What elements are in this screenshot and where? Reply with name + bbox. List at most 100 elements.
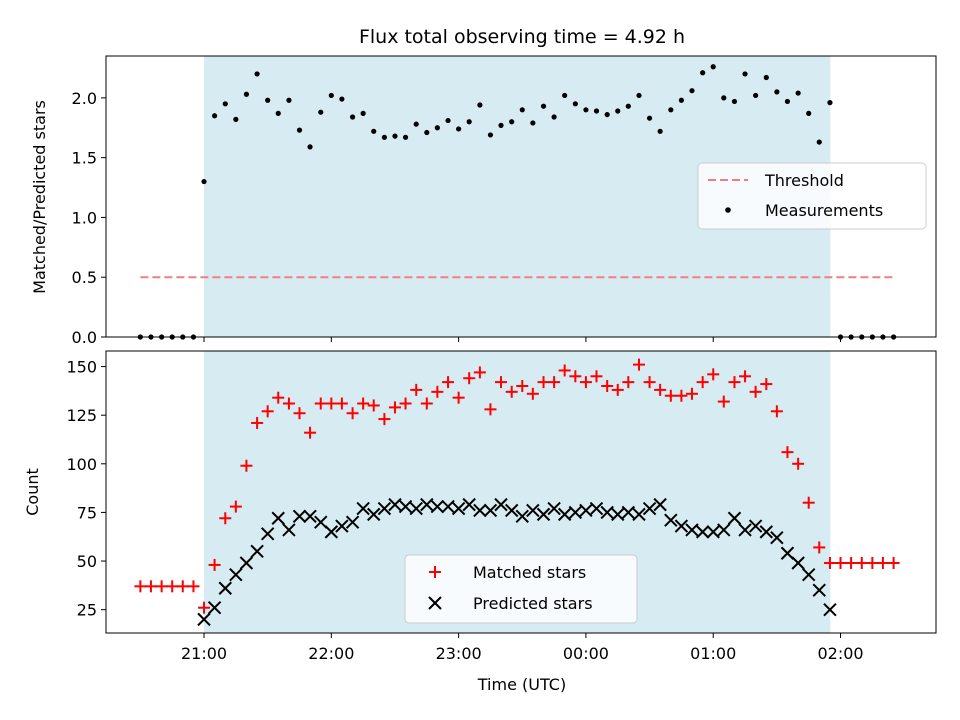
matched-star-point bbox=[388, 401, 401, 414]
matched-star-point bbox=[760, 378, 773, 391]
matched-star-point bbox=[611, 383, 624, 396]
top-y-ticks: 0.0 0.5 1.0 1.5 2.0 bbox=[72, 89, 106, 347]
measurement-point bbox=[296, 127, 303, 133]
matched-star-point bbox=[548, 376, 561, 389]
matched-star-point bbox=[357, 397, 370, 410]
predicted-star-point bbox=[409, 501, 423, 516]
bottom-y-ticks: 25 50 75 100 125 150 bbox=[66, 358, 106, 620]
measurement-point bbox=[233, 116, 239, 122]
measurement-point bbox=[816, 139, 822, 145]
predicted-star-point bbox=[536, 507, 551, 522]
measurement-point bbox=[572, 101, 578, 107]
matched-star-point bbox=[144, 580, 157, 593]
y-tick-label: 150 bbox=[66, 358, 97, 377]
matched-star-point bbox=[569, 370, 582, 383]
predicted-star-point bbox=[770, 530, 784, 545]
predicted-star-point bbox=[377, 501, 392, 516]
measurement-point bbox=[413, 121, 419, 127]
predicted-star-point bbox=[483, 503, 498, 518]
matched-star-point bbox=[664, 389, 677, 402]
measurement-point bbox=[360, 110, 366, 116]
y-tick-label: 125 bbox=[66, 406, 97, 425]
matched-star-point bbox=[654, 383, 667, 396]
predicted-star-point bbox=[653, 497, 667, 512]
measurement-point bbox=[222, 101, 228, 107]
measurement-point bbox=[593, 108, 600, 114]
measurement-point bbox=[540, 103, 547, 109]
predicted-star-point bbox=[250, 544, 264, 559]
predicted-star-point bbox=[218, 581, 232, 595]
predicted-star-point bbox=[695, 525, 710, 539]
matched-star-point bbox=[187, 580, 200, 593]
predicted-star-point bbox=[526, 503, 540, 518]
matched-star-point bbox=[717, 395, 730, 408]
matched-star-point bbox=[845, 556, 858, 569]
matched-star-point bbox=[431, 385, 444, 398]
matched-star-point bbox=[685, 387, 698, 400]
predicted-star-point bbox=[324, 525, 339, 539]
measurement-point bbox=[700, 70, 706, 76]
y-tick-label: 2.0 bbox=[72, 89, 97, 108]
measurement-point bbox=[710, 64, 716, 70]
predicted-star-point bbox=[197, 612, 211, 627]
predicted-star-point bbox=[738, 523, 752, 537]
predicted-star-point bbox=[420, 497, 434, 512]
legend-predicted-label: Predicted stars bbox=[473, 594, 593, 613]
measurement-point bbox=[689, 88, 695, 94]
y-tick-label: 0.5 bbox=[72, 268, 97, 287]
legend-matched-label: Matched stars bbox=[473, 563, 586, 582]
matched-star-point bbox=[792, 457, 805, 470]
measurement-point bbox=[509, 119, 515, 125]
predicted-star-point bbox=[547, 501, 561, 516]
measurement-point bbox=[477, 102, 483, 108]
chart-title: Flux total observing time = 4.92 h bbox=[359, 26, 685, 48]
measurement-point bbox=[466, 119, 472, 125]
matched-star-point bbox=[526, 387, 539, 400]
measurement-point bbox=[339, 96, 345, 102]
matched-star-point bbox=[134, 580, 147, 593]
predicted-star-point bbox=[674, 519, 689, 533]
matched-star-point bbox=[240, 459, 253, 472]
matched-star-point bbox=[282, 397, 295, 410]
measurement-point bbox=[243, 91, 250, 97]
matched-star-point bbox=[622, 376, 635, 389]
bottom-x-ticks: 21:00 22:00 23:00 00:00 01:00 02:00 bbox=[181, 633, 864, 663]
predicted-star-point bbox=[664, 513, 678, 527]
bottom-axes-frame bbox=[105, 350, 937, 634]
ratio-panel: 0.00.51.01.52.0 Matched/Predicted stars … bbox=[30, 55, 937, 347]
matched-star-point bbox=[834, 556, 847, 569]
predicted-star-point bbox=[462, 497, 476, 512]
legend-matched-swatch bbox=[429, 566, 441, 578]
y-tick-label: 1.0 bbox=[72, 208, 97, 227]
matched-star-point bbox=[463, 372, 476, 385]
top-y-axis-label: Matched/Predicted stars bbox=[30, 100, 49, 294]
matched-star-points bbox=[134, 358, 900, 614]
predicted-star-point bbox=[812, 583, 826, 597]
predicted-star-point bbox=[282, 523, 296, 537]
predicted-star-point bbox=[271, 511, 285, 525]
legend-threshold-label: Threshold bbox=[764, 171, 844, 190]
y-tick-label: 25 bbox=[77, 601, 97, 620]
predicted-star-point bbox=[314, 515, 328, 529]
matched-star-point bbox=[484, 403, 497, 416]
measurement-point bbox=[731, 98, 738, 105]
measurement-point bbox=[615, 108, 621, 114]
bottom-legend-box bbox=[404, 554, 638, 624]
y-tick-label: 0.0 bbox=[72, 328, 97, 347]
predicted-star-point bbox=[451, 501, 466, 516]
measurement-point bbox=[201, 178, 207, 185]
measurement-point bbox=[254, 71, 260, 77]
predicted-star-point bbox=[345, 515, 360, 529]
predicted-star-point bbox=[823, 602, 837, 617]
predicted-star-point bbox=[356, 501, 370, 516]
matched-star-point bbox=[728, 376, 741, 389]
measurement-point bbox=[424, 129, 430, 136]
predicted-star-point bbox=[611, 507, 625, 522]
matched-star-point bbox=[633, 358, 646, 371]
measurement-point bbox=[742, 71, 748, 77]
predicted-star-point bbox=[335, 519, 349, 533]
y-tick-label: 75 bbox=[77, 503, 97, 522]
y-tick-label: 1.5 bbox=[72, 149, 97, 168]
predicted-star-point bbox=[207, 601, 222, 615]
matched-star-point bbox=[495, 376, 508, 389]
